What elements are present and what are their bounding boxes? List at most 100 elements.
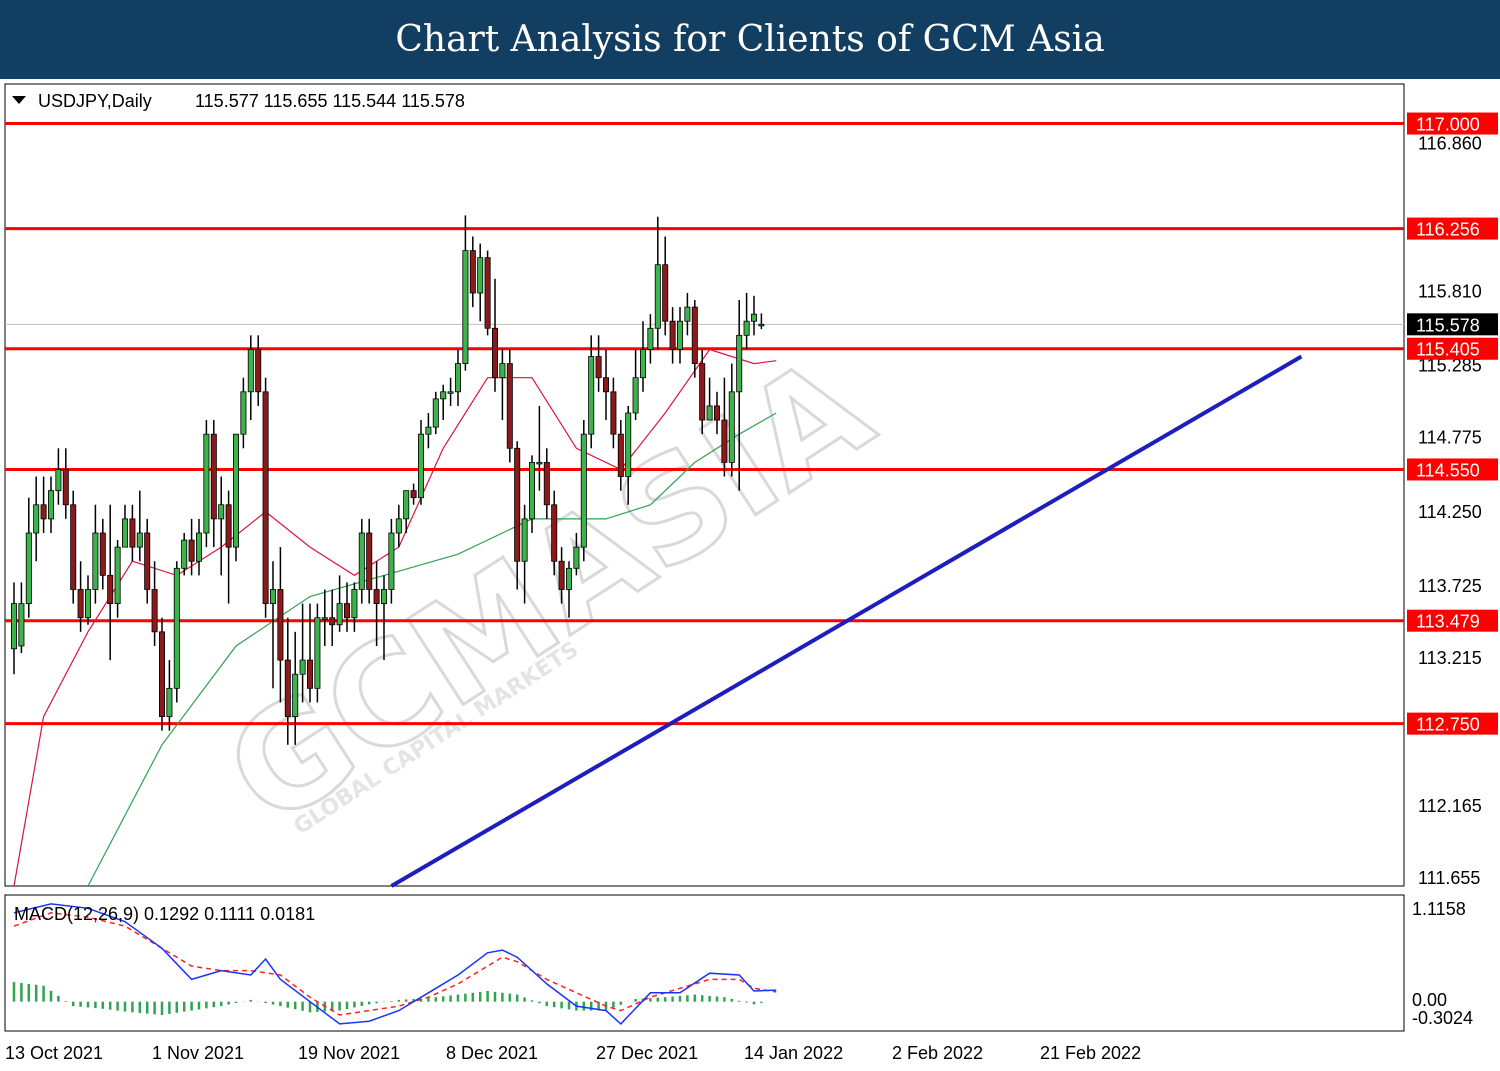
price-tick: 116.860 [1418, 133, 1482, 153]
candle-bear [691, 306, 698, 364]
candle-bear [543, 462, 550, 506]
date-label: 1 Nov 2021 [152, 1043, 244, 1063]
chart-area[interactable]: GCMASIA GLOBAL CAPITAL MARKETS USDJPY,Da… [0, 79, 1500, 1071]
candle-bear [129, 518, 136, 548]
candle-bull [358, 532, 365, 590]
candle-bear [151, 589, 158, 633]
trendline[interactable] [390, 354, 1303, 888]
candle-bull [85, 589, 92, 619]
price-tick: 114.775 [1418, 428, 1482, 448]
candle-bear [284, 659, 291, 717]
candle-bull [432, 398, 439, 428]
candle-bull [580, 433, 587, 548]
candle-bull [314, 617, 321, 689]
candle-bull [499, 363, 506, 379]
candle-bull [269, 589, 276, 605]
candle-bull [440, 391, 447, 400]
candle-bear [277, 589, 284, 661]
price-tick: 111.655 [1418, 868, 1480, 888]
candle-bull [92, 532, 99, 590]
candle-bear [366, 532, 373, 590]
candle-bull [758, 323, 765, 327]
candle-bear [595, 356, 602, 379]
candle-bull [536, 462, 543, 465]
price-tick: 112.165 [1418, 796, 1482, 816]
candle-bull [640, 349, 647, 379]
ohlc-header: 115.577 115.655 115.544 115.578 [195, 91, 465, 111]
candle-bull [736, 334, 743, 393]
candle-bear [484, 257, 491, 329]
level-label: 113.479 [1416, 612, 1480, 632]
date-label: 21 Feb 2022 [1040, 1043, 1141, 1063]
price-axis: 116.860 115.810 115.285 114.775 114.250 … [1418, 133, 1482, 888]
candle-bear [77, 589, 84, 619]
candle-bear [514, 447, 521, 562]
current-price-box [1407, 313, 1498, 336]
candle-bull [529, 462, 536, 520]
macd-main-line [13, 903, 777, 1025]
candle-bull [25, 532, 32, 605]
candle-bull [136, 532, 143, 548]
candle-bear [699, 363, 706, 421]
candle-bear [373, 589, 380, 605]
candle-bear [225, 504, 232, 548]
level-label-box [1407, 609, 1498, 632]
candle-bull [55, 469, 62, 492]
date-label: 27 Dec 2021 [596, 1043, 698, 1063]
candle-bull [10, 603, 17, 650]
macd-pane[interactable] [4, 894, 1405, 1032]
price-tick: 113.215 [1418, 648, 1482, 668]
candle-bear [714, 405, 721, 421]
dropdown-triangle-icon[interactable] [12, 96, 26, 104]
candle-bull [521, 518, 528, 562]
candle-bear [558, 560, 565, 590]
candle-bull [625, 412, 632, 477]
candle-bear [40, 504, 47, 520]
candle-bull [647, 327, 654, 350]
date-label: 2 Feb 2022 [892, 1043, 983, 1063]
candle-bear [210, 433, 217, 520]
date-label: 19 Nov 2021 [298, 1043, 400, 1063]
candle-bull [195, 532, 202, 562]
candle-bull [395, 518, 402, 534]
candle-bull [18, 603, 25, 647]
candles [10, 215, 765, 745]
date-label: 14 Jan 2022 [744, 1043, 843, 1063]
level-label: 112.750 [1416, 715, 1480, 735]
level-label: 116.256 [1416, 220, 1480, 240]
candle-bull [706, 405, 713, 421]
candle-bull [299, 659, 306, 675]
macd-label: MACD(12,26,9) 0.1292 0.1111 0.0181 [14, 904, 315, 924]
candle-bear [70, 504, 77, 590]
candle-bear [62, 469, 69, 506]
candle-bull [166, 687, 173, 717]
price-tick: 113.725 [1418, 576, 1482, 596]
candle-bull [48, 490, 55, 520]
candle-bull [203, 433, 210, 534]
level-label: 117.000 [1416, 115, 1480, 135]
candle-bull [321, 617, 328, 620]
level-label-box [1407, 458, 1498, 481]
candle-bull [743, 320, 750, 336]
chart-background [0, 79, 1500, 1071]
candle-bull [566, 567, 573, 590]
candle-bull [454, 363, 461, 393]
candle-bull [447, 391, 454, 394]
candle-bull [425, 426, 432, 435]
candle-bear [306, 659, 313, 689]
candle-bear [669, 320, 676, 350]
candle-bull [573, 546, 580, 569]
candle-bull [588, 356, 595, 435]
candle-bear [662, 264, 669, 322]
candle-bull [417, 433, 424, 499]
price-pane[interactable] [4, 83, 1405, 887]
candle-bear [491, 327, 498, 379]
current-price-label: 115.578 [1416, 315, 1480, 335]
candle-bull [181, 539, 188, 569]
level-label-box [1407, 712, 1498, 735]
candle-bull [240, 391, 247, 435]
date-label: 8 Dec 2021 [446, 1043, 538, 1063]
level-labels: 117.000 116.256 115.405 114.550 113.479 … [1407, 112, 1498, 735]
candle-bear [99, 532, 106, 576]
candle-bull [114, 546, 121, 605]
